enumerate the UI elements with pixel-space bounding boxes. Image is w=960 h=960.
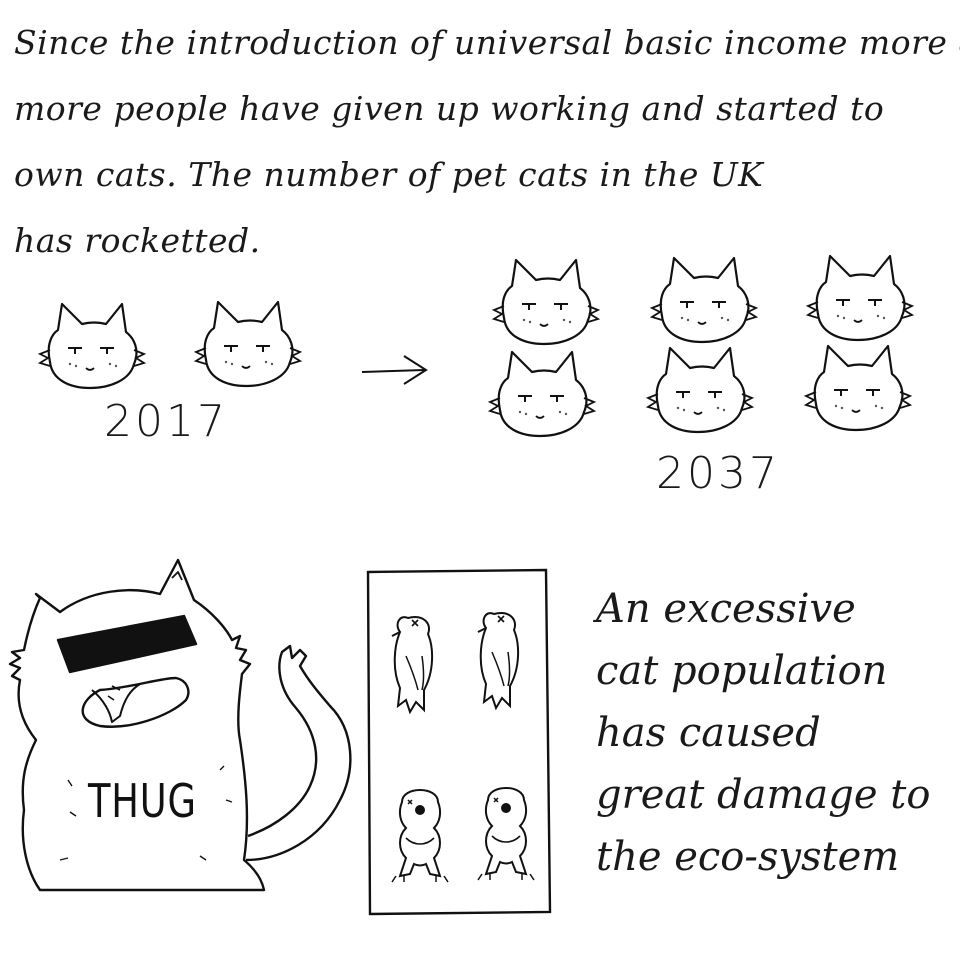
arrow-right-icon [361,355,428,385]
caption-line-4: great damage to [596,772,931,818]
caption-line-3: has caused [596,710,821,756]
caption-line-2: cat population [596,648,888,694]
dead-frog-icon [391,789,449,883]
thug-cat-illustration [8,558,352,892]
cat-face-icon [806,254,914,342]
caption-line-1: An excessive [596,586,856,632]
year-2017-label: 2017 [104,396,228,447]
cat-face-icon [646,346,754,434]
cat-face-icon [38,302,146,390]
thug-label: THUG [88,774,197,828]
intro-line-3: own cats. The number of pet cats in the … [14,155,764,194]
cat-face-icon [488,350,596,438]
cat-face-icon [804,344,912,432]
caption-line-5: the eco-system [596,834,900,880]
victims-panel [366,568,552,916]
cat-face-icon [650,256,758,344]
year-2037-label: 2037 [656,448,780,499]
intro-text: Since the introduction of universal basi… [14,10,960,274]
intro-line-4: has rocketted. [14,221,261,260]
intro-line-1: Since the introduction of universal basi… [14,23,960,62]
dead-bird-icon [477,612,520,709]
cat-face-icon [194,300,302,388]
cat-face-icon [492,258,600,346]
dead-bird-icon [391,616,434,713]
intro-line-2: more people have given up working and st… [14,89,885,128]
dead-frog-icon [477,787,535,881]
caption-text: An excessive cat population has caused g… [596,578,946,888]
